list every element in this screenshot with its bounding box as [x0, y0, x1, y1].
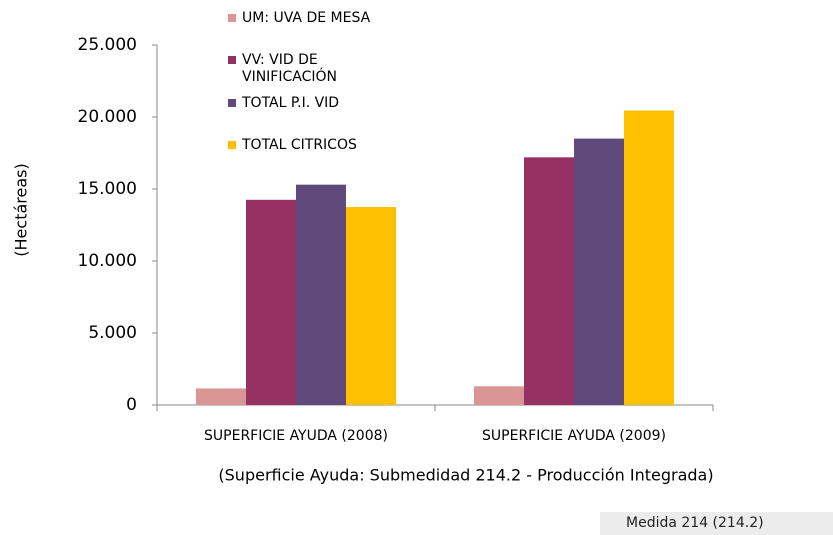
legend-item: VV: VID DE VINIFICACIÓN — [228, 52, 392, 86]
legend-item: UM: UVA DE MESA — [228, 10, 392, 27]
y-tick-label: 25.000 — [78, 35, 137, 55]
y-axis-label: (Hectáreas) — [12, 163, 31, 256]
bar — [346, 207, 396, 405]
legend-swatch — [228, 99, 236, 107]
bar — [624, 110, 674, 406]
x-tick-label: SUPERFICIE AYUDA (2009) — [482, 428, 666, 444]
y-tick-label: 15.000 — [78, 179, 137, 199]
y-tick-label: 20.000 — [78, 107, 137, 127]
legend-label: TOTAL CITRICOS — [242, 137, 357, 153]
bar — [474, 386, 524, 405]
legend-label: TOTAL P.I. VID — [242, 95, 340, 111]
footer: Medida 214 (214.2) — [600, 512, 833, 535]
legend-swatch — [228, 56, 236, 64]
legend-swatch — [228, 14, 236, 22]
legend-item: TOTAL P.I. VID — [228, 95, 392, 112]
bar — [246, 199, 296, 405]
legend-label: UM: UVA DE MESA — [242, 10, 371, 26]
x-tick-label: SUPERFICIE AYUDA (2008) — [204, 428, 388, 444]
legend-label: VV: VID DE VINIFICACIÓN — [242, 52, 337, 85]
legend-swatch — [228, 141, 236, 149]
y-tick-label: 0 — [126, 395, 137, 415]
y-tick-label: 5.000 — [88, 323, 137, 343]
bar — [574, 138, 624, 405]
bar — [296, 184, 346, 405]
bar — [196, 388, 246, 405]
legend-item: TOTAL CITRICOS — [228, 137, 392, 154]
x-axis-label: (Superficie Ayuda: Submedidad 214.2 - Pr… — [218, 466, 713, 485]
y-tick-label: 10.000 — [78, 251, 137, 271]
bar — [524, 157, 574, 405]
